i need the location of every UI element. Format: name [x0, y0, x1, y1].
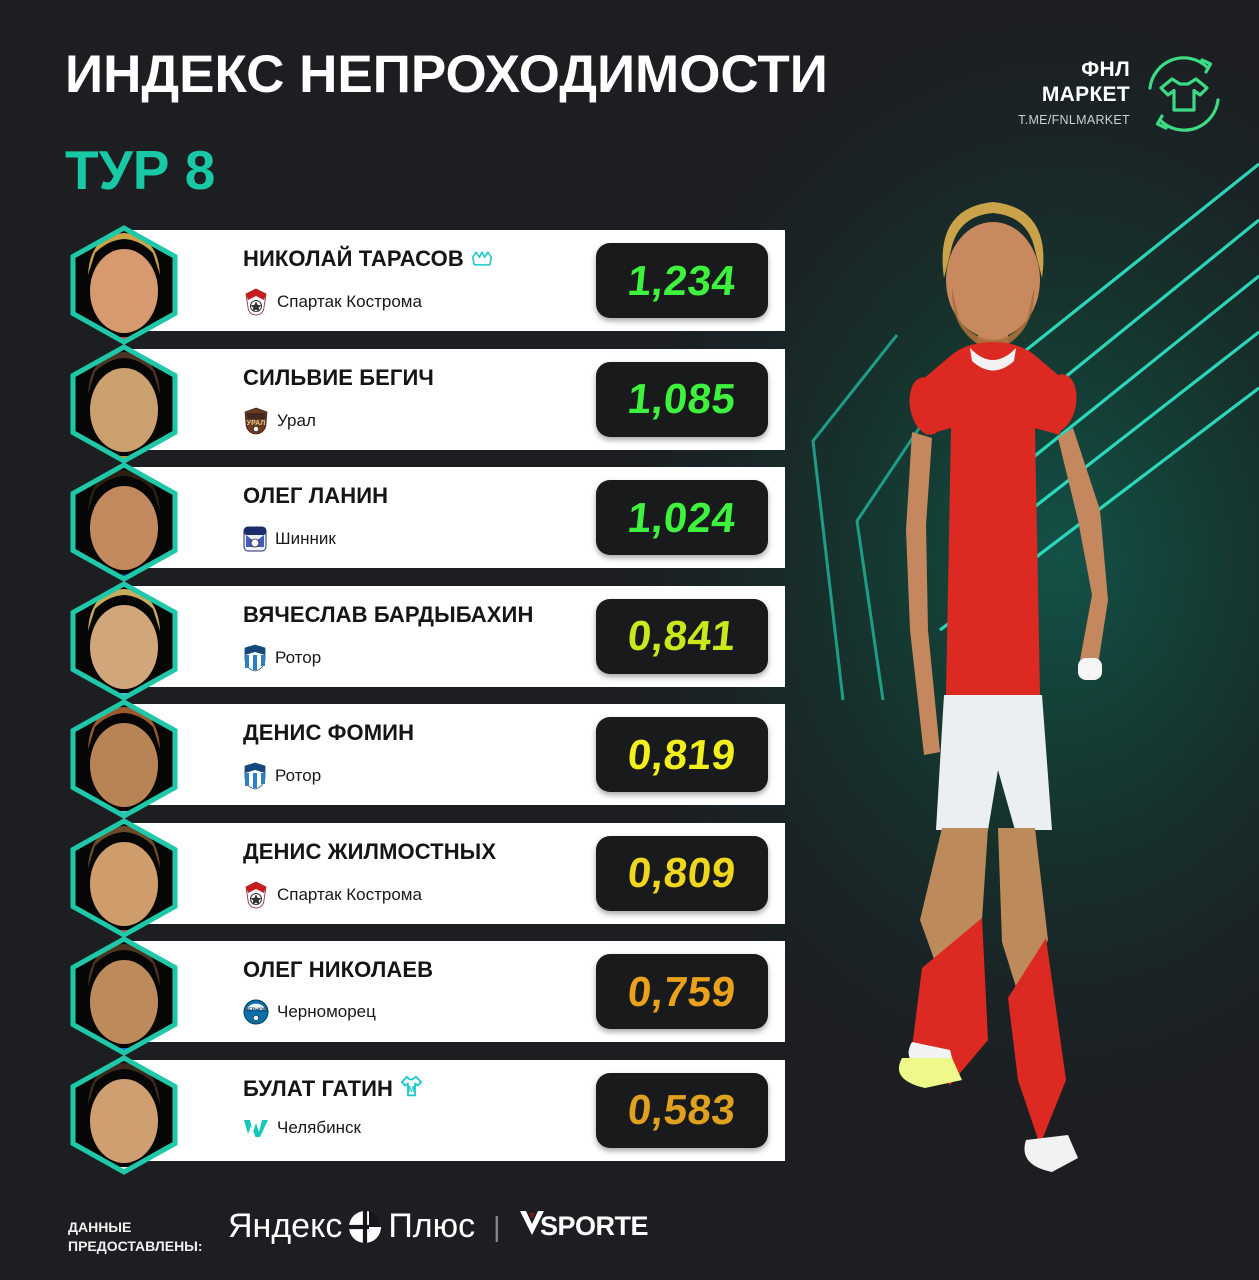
svg-text:SPORTE: SPORTE [540, 1211, 648, 1241]
